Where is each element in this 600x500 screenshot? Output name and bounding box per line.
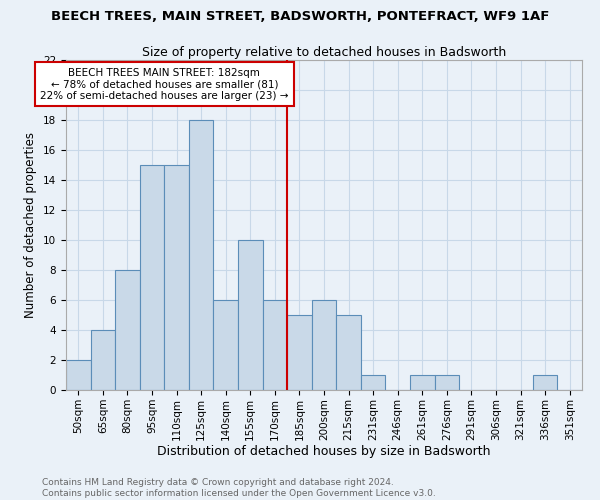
X-axis label: Distribution of detached houses by size in Badsworth: Distribution of detached houses by size …	[157, 446, 491, 458]
Bar	[312, 300, 336, 390]
Bar	[263, 300, 287, 390]
Bar	[164, 165, 189, 390]
Text: BEECH TREES MAIN STREET: 182sqm
← 78% of detached houses are smaller (81)
22% of: BEECH TREES MAIN STREET: 182sqm ← 78% of…	[40, 68, 289, 100]
Bar	[66, 360, 91, 390]
Bar	[189, 120, 214, 390]
Bar	[336, 315, 361, 390]
Title: Size of property relative to detached houses in Badsworth: Size of property relative to detached ho…	[142, 46, 506, 59]
Bar	[115, 270, 140, 390]
Text: BEECH TREES, MAIN STREET, BADSWORTH, PONTEFRACT, WF9 1AF: BEECH TREES, MAIN STREET, BADSWORTH, PON…	[51, 10, 549, 23]
Bar	[140, 165, 164, 390]
Bar	[287, 315, 312, 390]
Bar	[361, 375, 385, 390]
Bar	[91, 330, 115, 390]
Y-axis label: Number of detached properties: Number of detached properties	[25, 132, 37, 318]
Bar	[410, 375, 434, 390]
Bar	[238, 240, 263, 390]
Bar	[214, 300, 238, 390]
Bar	[533, 375, 557, 390]
Text: Contains HM Land Registry data © Crown copyright and database right 2024.
Contai: Contains HM Land Registry data © Crown c…	[42, 478, 436, 498]
Bar	[434, 375, 459, 390]
